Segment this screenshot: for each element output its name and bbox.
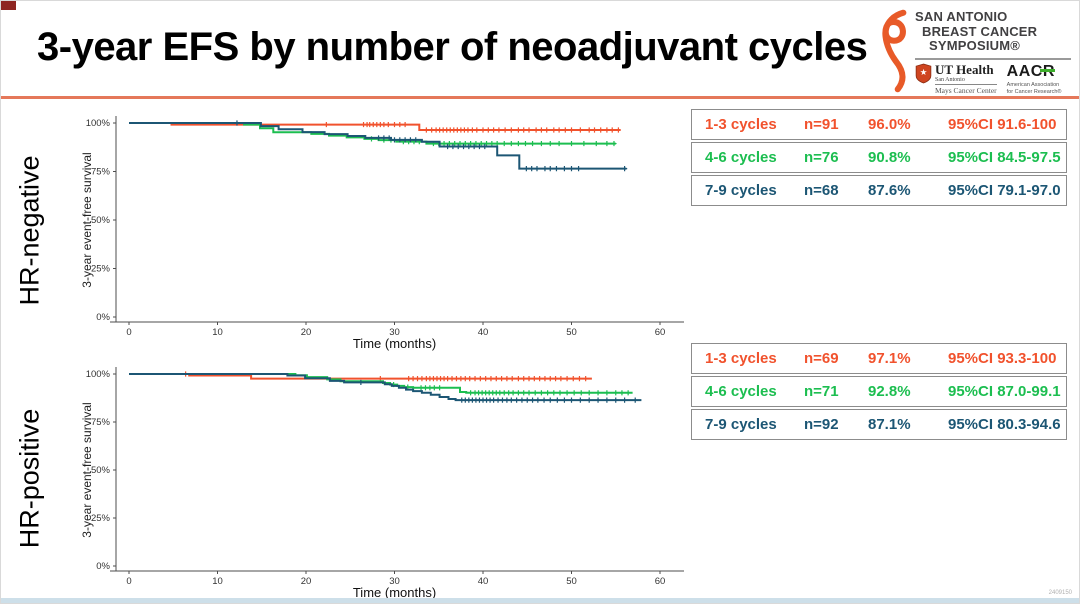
title-underline-rule [1, 96, 1079, 99]
svg-text:50%: 50% [91, 465, 111, 476]
svg-text:50: 50 [566, 327, 577, 338]
legend-label: 4-6 cycles [705, 149, 777, 166]
legend-pct: 97.1% [868, 350, 911, 367]
sabcs-line2: BREAST CANCER [922, 23, 1038, 39]
svg-text:0%: 0% [96, 561, 110, 572]
legend-ci: 95%CI 80.3-94.6 [948, 416, 1061, 433]
legend-ci: 95%CI 84.5-97.5 [948, 149, 1061, 166]
aacr-sub2: for Cancer Research® [1006, 89, 1062, 96]
legend-ci: 95%CI 79.1-97.0 [948, 182, 1061, 199]
partner-logos: ★ UT Health San Antonio Mays Cancer Cent… [915, 63, 1073, 96]
corner-accent-mark [1, 1, 16, 10]
sabcs-org-name: SAN ANTONIO BREAST CANCER SYMPOSIUM® [915, 9, 1038, 54]
legend-n: n=68 [804, 182, 839, 199]
legend-row: 1-3 cycles n=91 96.0% 95%CI 91.6-100 [691, 109, 1067, 140]
slide-footer-code: 2409150 [1048, 590, 1072, 596]
legend-pct: 92.8% [868, 383, 911, 400]
svg-text:25%: 25% [91, 513, 111, 524]
sabcs-line3: SYMPOSIUM® [929, 38, 1021, 54]
legend-ci: 95%CI 87.0-99.1 [948, 383, 1061, 400]
svg-text:100%: 100% [86, 369, 111, 380]
aacr-green-bar [1039, 69, 1055, 72]
legend-pct: 90.8% [868, 149, 911, 166]
legend-label: 7-9 cycles [705, 416, 777, 433]
legend-ci: 95%CI 91.6-100 [948, 116, 1057, 133]
legend-row: 4-6 cycles n=76 90.8% 95%CI 84.5-97.5 [691, 142, 1067, 173]
legend-n: n=76 [804, 149, 839, 166]
svg-text:40: 40 [478, 327, 489, 338]
sabcs-ribbon-icon [882, 9, 907, 93]
legend-pct: 96.0% [868, 116, 911, 133]
legend-n: n=92 [804, 416, 839, 433]
legend-label: 1-3 cycles [705, 350, 777, 367]
logo-divider [915, 58, 1071, 60]
legend-n: n=69 [804, 350, 839, 367]
sabcs-logo: SAN ANTONIO BREAST CANCER SYMPOSIUM® ★ U… [875, 6, 1073, 96]
legend-ci: 95%CI 93.3-100 [948, 350, 1057, 367]
row-label-hr-negative: HR-negative [14, 154, 45, 306]
svg-text:60: 60 [655, 327, 666, 338]
svg-text:75%: 75% [91, 167, 111, 178]
ut-health-shield-icon: ★ [915, 63, 932, 84]
legend-n: n=71 [804, 383, 839, 400]
legend-label: 4-6 cycles [705, 383, 777, 400]
svg-text:3-year event-free survival: 3-year event-free survival [80, 152, 94, 287]
legend-pct: 87.6% [868, 182, 911, 199]
row-label-hr-positive: HR-positive [14, 408, 45, 548]
ut-health-center: Mays Cancer Center [935, 86, 997, 95]
bottom-accent-strip [1, 598, 1079, 603]
svg-text:25%: 25% [91, 264, 111, 275]
aacr-sub1: American Association [1006, 82, 1060, 88]
svg-text:10: 10 [212, 327, 223, 338]
legend-table-hr-negative: 1-3 cycles n=91 96.0% 95%CI 91.6-100 4-6… [691, 109, 1067, 208]
aacr-logo: AACR American Association for Cancer Res… [1007, 63, 1062, 96]
legend-label: 1-3 cycles [705, 116, 777, 133]
svg-text:40: 40 [478, 576, 489, 587]
svg-text:0: 0 [126, 327, 131, 338]
legend-table-hr-positive: 1-3 cycles n=69 97.1% 95%CI 93.3-100 4-6… [691, 343, 1067, 442]
svg-text:★: ★ [920, 67, 928, 77]
svg-text:20: 20 [301, 327, 312, 338]
aacr-wordmark: AACR [1006, 63, 1055, 80]
svg-text:30: 30 [389, 576, 400, 587]
ut-health-city: San Antonio [935, 77, 997, 85]
svg-text:75%: 75% [91, 417, 111, 428]
svg-text:Time (months): Time (months) [353, 585, 436, 600]
ut-health-logo: ★ UT Health San Antonio Mays Cancer Cent… [915, 63, 997, 96]
svg-text:50%: 50% [91, 215, 111, 226]
legend-row: 4-6 cycles n=71 92.8% 95%CI 87.0-99.1 [691, 376, 1067, 407]
km-chart-hr-negative: 0% 25% 50% 75% 100% 0 10 20 30 40 50 60 Time (months… [80, 116, 684, 351]
legend-row: 7-9 cycles n=92 87.1% 95%CI 80.3-94.6 [691, 409, 1067, 440]
legend-n: n=91 [804, 116, 839, 133]
ut-health-text: UT Health San Antonio Mays Cancer Center [935, 63, 997, 96]
svg-text:30: 30 [389, 327, 400, 338]
svg-text:20: 20 [301, 576, 312, 587]
svg-text:0: 0 [126, 576, 131, 587]
sabcs-line1: SAN ANTONIO [915, 9, 1008, 24]
svg-text:3-year event-free survival: 3-year event-free survival [80, 402, 94, 537]
legend-row: 7-9 cycles n=68 87.6% 95%CI 79.1-97.0 [691, 175, 1067, 206]
svg-text:0%: 0% [96, 312, 110, 323]
legend-label: 7-9 cycles [705, 182, 777, 199]
legend-row: 1-3 cycles n=69 97.1% 95%CI 93.3-100 [691, 343, 1067, 374]
svg-text:60: 60 [655, 576, 666, 587]
svg-text:50: 50 [566, 576, 577, 587]
svg-text:Time (months): Time (months) [353, 336, 436, 351]
svg-text:10: 10 [212, 576, 223, 587]
km-chart-hr-positive: 0% 25% 50% 75% 100% 0 10 20 30 40 50 60 Time (months… [80, 367, 684, 600]
page-title: 3-year EFS by number of neoadjuvant cycl… [37, 25, 868, 69]
ut-health-name: UT Health [935, 62, 994, 77]
legend-pct: 87.1% [868, 416, 911, 433]
svg-text:100%: 100% [86, 118, 111, 129]
